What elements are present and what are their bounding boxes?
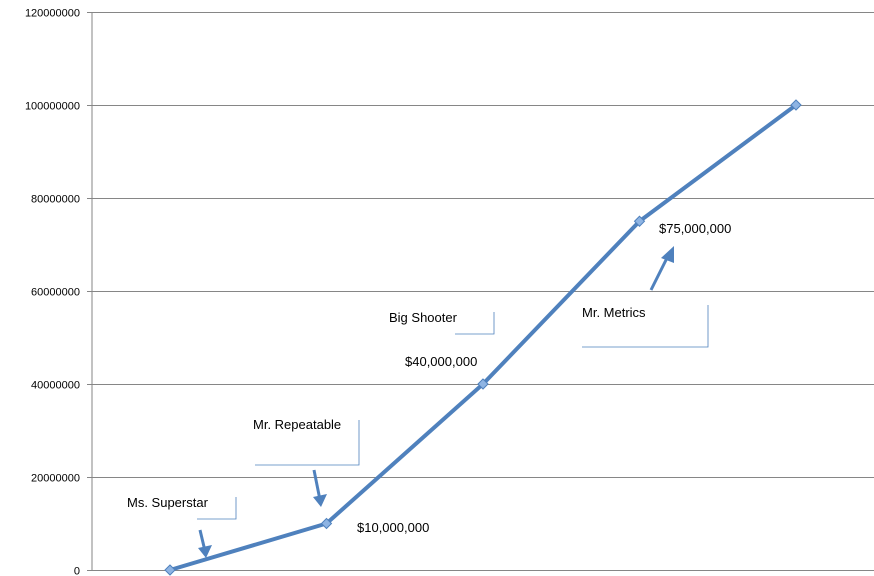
y-tick-label-0: 0 <box>74 566 80 576</box>
arrow-mr-repeatable-icon <box>312 469 322 501</box>
series-group <box>164 99 802 576</box>
data-point-0 <box>164 564 176 576</box>
y-tick-label-2: 40000000 <box>31 380 80 392</box>
data-point-1 <box>320 517 333 530</box>
data-point-4 <box>790 99 802 111</box>
y-tick-label-6: 120000000 <box>25 8 80 20</box>
series-line-0 <box>169 103 798 572</box>
data-label-10m: $10,000,000 <box>357 520 430 535</box>
arrowhead-ms-superstar-icon <box>198 545 212 558</box>
callout-borders <box>197 305 709 520</box>
gridlines <box>87 12 874 571</box>
arrowhead-mr-repeatable-icon <box>313 494 327 507</box>
annotation-mr-metrics: Mr. Metrics <box>582 305 646 320</box>
data-point-3 <box>633 215 646 227</box>
y-tick-label-5: 100000000 <box>25 101 80 113</box>
annotation-big-shooter: Big Shooter <box>389 310 457 325</box>
y-tick-label-4: 80000000 <box>31 194 80 206</box>
arrow-mr-metrics-icon <box>649 257 669 291</box>
data-label-40m: $40,000,000 <box>405 354 478 369</box>
data-label-75m: $75,000,000 <box>659 221 732 236</box>
annotation-mr-repeatable: Mr. Repeatable <box>253 417 342 432</box>
y-tick-label-1: 20000000 <box>31 473 80 485</box>
annotation-arrows <box>198 246 674 558</box>
y-axis-tick-labels: 0 20000000 40000000 60000000 80000000 1000000… <box>25 8 80 576</box>
arrowhead-mr-metrics-icon <box>661 246 674 263</box>
data-point-2 <box>477 378 489 390</box>
annotation-ms-superstar: Ms. Superstar <box>127 495 208 510</box>
y-tick-label-3: 60000000 <box>31 287 80 299</box>
